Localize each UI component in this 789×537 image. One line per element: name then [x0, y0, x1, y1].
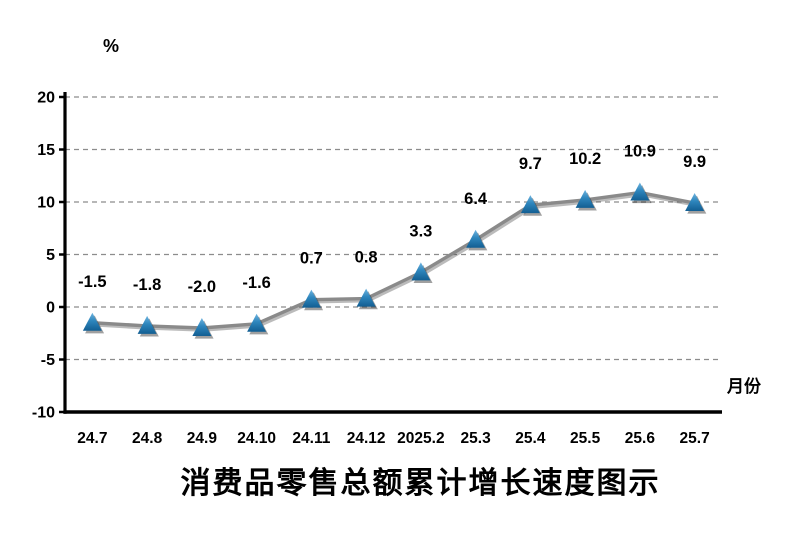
- data-value-label: -1.8: [133, 276, 161, 294]
- x-tick-label: 25.4: [515, 430, 546, 447]
- data-point-marker: [575, 189, 595, 208]
- data-point-marker: [137, 315, 157, 334]
- x-tick-label: 24.8: [132, 430, 163, 447]
- series-line: [90, 190, 697, 330]
- data-value-label: 0.7: [300, 250, 323, 268]
- data-value-label: -1.6: [242, 274, 270, 292]
- x-tick-label: 25.5: [570, 430, 601, 447]
- chart-title: 消费品零售总额累计增长速度图示: [180, 467, 661, 500]
- data-point-marker: [356, 288, 376, 307]
- series-line-shadow: [92, 193, 699, 332]
- y-tick-label: 20: [37, 90, 55, 107]
- data-value-label: 9.9: [683, 153, 706, 171]
- data-value-label: 0.8: [355, 249, 378, 267]
- data-value-label: 9.7: [519, 155, 542, 173]
- data-point-marker: [192, 318, 212, 336]
- x-tick-label: 24.10: [237, 430, 276, 447]
- data-point-marker: [685, 193, 705, 212]
- y-tick-label: -10: [32, 405, 55, 422]
- data-point-marker: [520, 195, 540, 214]
- x-tick-label: 25.7: [680, 430, 710, 447]
- data-value-label: 10.2: [569, 150, 601, 168]
- data-point-marker: [301, 289, 321, 308]
- data-point-marker: [466, 229, 486, 248]
- data-value-label: -2.0: [188, 278, 216, 296]
- y-tick-label: 10: [37, 195, 55, 212]
- x-tick-label: 24.9: [187, 430, 218, 447]
- y-tick-label: -5: [41, 352, 55, 369]
- x-tick-label: 25.6: [625, 430, 656, 447]
- x-axis-label: 月份: [727, 377, 761, 396]
- data-point-marker: [82, 312, 102, 331]
- y-tick-label: 5: [46, 247, 55, 264]
- x-tick-label: 24.7: [77, 430, 107, 447]
- y-tick-label: 0: [46, 300, 55, 317]
- data-value-label: 6.4: [464, 190, 488, 208]
- data-point-marker: [247, 313, 267, 332]
- x-tick-label: 25.3: [461, 430, 492, 447]
- data-value-label: -1.5: [78, 273, 106, 291]
- x-tick-label: 24.11: [292, 430, 330, 447]
- x-tick-label: 24.12: [347, 430, 386, 447]
- y-axis-unit-label: %: [103, 36, 120, 56]
- data-value-label: 10.9: [624, 143, 656, 161]
- y-tick-label: 15: [37, 142, 55, 159]
- data-point-marker: [411, 262, 431, 281]
- data-point-marker: [630, 182, 650, 201]
- x-tick-label: 2025.2: [397, 430, 444, 447]
- data-value-label: 3.3: [409, 222, 432, 240]
